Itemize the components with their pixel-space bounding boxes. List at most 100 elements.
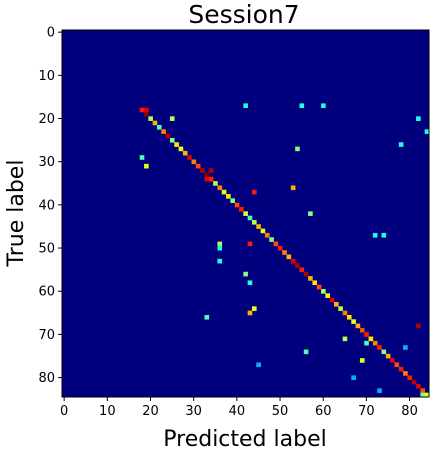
x-tick-label: 50: [272, 404, 289, 419]
heatmap-cell-diagonal: [247, 215, 253, 221]
heatmap-cell-offdiagonal: [204, 314, 210, 320]
heatmap-cell-diagonal: [290, 258, 296, 264]
heatmap-cell-diagonal: [316, 284, 322, 290]
heatmap-cell-diagonal: [273, 241, 279, 247]
heatmap-cell-diagonal: [226, 194, 231, 199]
x-tick-label: 10: [99, 404, 116, 419]
heatmap-cell-diagonal: [251, 219, 257, 225]
heatmap-cell-offdiagonal: [342, 336, 348, 342]
heatmap-cell-offdiagonal: [243, 271, 248, 277]
heatmap-cell-diagonal: [342, 310, 348, 316]
heatmap-cell-diagonal: [282, 250, 287, 255]
heatmap-cell-diagonal: [161, 129, 166, 134]
heatmap-cell-offdiagonal: [243, 103, 248, 109]
y-tick-label: 70: [38, 328, 55, 343]
x-tick-label: 60: [315, 404, 332, 419]
heatmap-cell-diagonal: [329, 297, 335, 303]
heatmap-cell-offdiagonal: [169, 116, 175, 121]
heatmap-cell-diagonal: [403, 371, 408, 376]
heatmap-cell-diagonal: [139, 107, 145, 113]
heatmap-cell-diagonal: [230, 198, 236, 204]
heatmap-cell-diagonal: [372, 340, 378, 346]
heatmap-cell-offdiagonal: [290, 185, 296, 191]
heatmap-cell-diagonal: [390, 358, 395, 363]
heatmap-cell-offdiagonal: [372, 232, 378, 238]
heatmap-cell-diagonal: [277, 245, 283, 251]
heatmap-cell-offdiagonal: [247, 280, 253, 286]
heatmap-cell-offdiagonal: [377, 388, 382, 393]
heatmap-cell-diagonal: [169, 137, 175, 143]
heatmap-cell-diagonal: [355, 323, 361, 329]
heatmap-cell-diagonal: [385, 353, 391, 359]
heatmap-cell-diagonal: [325, 293, 330, 298]
heatmap-cell-offdiagonal: [321, 103, 326, 109]
heatmap-cell-offdiagonal: [251, 306, 257, 311]
heatmap-cell-diagonal: [156, 124, 162, 130]
heatmap-cell-diagonal: [394, 362, 400, 368]
heatmap-cell-offdiagonal: [217, 245, 223, 251]
heatmap-cell-diagonal: [243, 211, 248, 216]
plot-area: [61, 29, 430, 398]
heatmap-cell-offdiagonal: [303, 349, 309, 355]
heatmap-cell-diagonal: [165, 133, 171, 139]
heatmap-cell-diagonal: [334, 302, 339, 307]
heatmap-cell-offdiagonal: [308, 211, 313, 216]
heatmap-cell-diagonal: [221, 189, 227, 195]
heatmap-cell-diagonal: [377, 345, 382, 350]
heatmap-cell-diagonal: [407, 375, 413, 381]
heatmap-cell-offdiagonal: [204, 176, 210, 182]
heatmap-cell-offdiagonal: [403, 345, 408, 350]
heatmap-cell-offdiagonal: [299, 103, 305, 109]
x-tick-label: 70: [358, 404, 375, 419]
heatmap-cell-offdiagonal: [364, 340, 369, 346]
heatmap-cell-offdiagonal: [381, 232, 387, 238]
heatmap-cell-diagonal: [416, 384, 421, 389]
heatmap-cell-offdiagonal: [247, 310, 253, 316]
heatmap-cell-diagonal: [303, 271, 309, 277]
heatmap-cell-diagonal: [260, 228, 266, 234]
y-axis-ticks: 0 10 20 30 40 50 60 70 80: [38, 26, 62, 386]
x-tick-label: 80: [401, 404, 418, 419]
heatmap-cell-offdiagonal: [217, 258, 223, 264]
y-tick-label: 30: [38, 155, 55, 170]
heatmap-cell-offdiagonal: [251, 189, 257, 195]
heatmap-cell-offdiagonal: [256, 362, 261, 368]
heatmap-cell-diagonal: [217, 185, 223, 191]
heatmap-cells: [139, 103, 430, 398]
heatmap-cell-diagonal: [411, 379, 417, 385]
heatmap-cell-offdiagonal: [398, 142, 404, 147]
heatmap-cell-diagonal: [204, 172, 210, 178]
heatmap-cell-offdiagonal: [139, 155, 145, 160]
x-tick-label: 40: [229, 404, 246, 419]
y-tick-label: 10: [38, 69, 55, 84]
heatmap-cell-diagonal: [213, 181, 218, 186]
chart-title: Session7: [188, 0, 299, 29]
heatmap-cell-offdiagonal: [208, 168, 214, 173]
heatmap-cell-diagonal: [359, 327, 365, 333]
heatmap-cell-diagonal: [364, 332, 369, 337]
y-tick-label: 20: [38, 112, 55, 127]
heatmap-cell-diagonal: [264, 232, 270, 238]
heatmap-cell-diagonal: [286, 254, 292, 260]
heatmap-cell-diagonal: [269, 237, 274, 242]
y-tick-label: 60: [38, 285, 55, 300]
y-axis-label: True label: [4, 160, 29, 268]
heatmap-cell-diagonal: [234, 202, 240, 208]
heatmap-cell-diagonal: [420, 388, 425, 393]
heatmap-cell-diagonal: [208, 176, 214, 182]
heatmap-cell-diagonal: [191, 159, 197, 165]
heatmap-cell-diagonal: [321, 289, 326, 294]
x-axis-ticks: 0 10 20 30 40 50 60 70 80: [60, 397, 418, 419]
heatmap-cell-diagonal: [308, 276, 313, 281]
x-tick-label: 0: [60, 404, 68, 419]
y-tick-label: 40: [38, 198, 55, 213]
heatmap-cell-diagonal: [368, 336, 374, 342]
heatmap-cell-offdiagonal: [420, 392, 425, 398]
y-tick-label: 80: [38, 371, 55, 386]
heatmap-cell-diagonal: [351, 319, 356, 324]
heatmap-cell-diagonal: [187, 155, 192, 160]
heatmap-cell-diagonal: [295, 263, 300, 268]
heatmap-cell-diagonal: [239, 207, 244, 212]
heatmap-cell-diagonal: [424, 392, 430, 398]
